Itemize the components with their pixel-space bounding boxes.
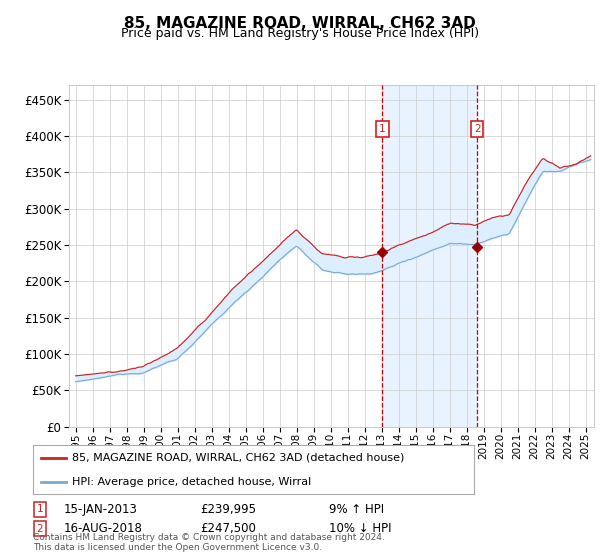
Text: 15-JAN-2013: 15-JAN-2013 [64, 503, 137, 516]
Text: 1: 1 [37, 505, 43, 515]
Text: Price paid vs. HM Land Registry's House Price Index (HPI): Price paid vs. HM Land Registry's House … [121, 27, 479, 40]
Text: Contains HM Land Registry data © Crown copyright and database right 2024.
This d: Contains HM Land Registry data © Crown c… [33, 533, 385, 552]
Text: 9% ↑ HPI: 9% ↑ HPI [329, 503, 384, 516]
Text: 1: 1 [379, 124, 386, 134]
Text: 10% ↓ HPI: 10% ↓ HPI [329, 522, 391, 535]
Text: HPI: Average price, detached house, Wirral: HPI: Average price, detached house, Wirr… [72, 477, 311, 487]
Text: 2: 2 [474, 124, 481, 134]
Text: 85, MAGAZINE ROAD, WIRRAL, CH62 3AD: 85, MAGAZINE ROAD, WIRRAL, CH62 3AD [124, 16, 476, 31]
Bar [382, 85, 477, 427]
Text: 85, MAGAZINE ROAD, WIRRAL, CH62 3AD (detached house): 85, MAGAZINE ROAD, WIRRAL, CH62 3AD (det… [72, 453, 404, 463]
Text: £247,500: £247,500 [200, 522, 256, 535]
Text: 2: 2 [37, 524, 43, 534]
Text: £239,995: £239,995 [200, 503, 256, 516]
Text: 16-AUG-2018: 16-AUG-2018 [64, 522, 143, 535]
